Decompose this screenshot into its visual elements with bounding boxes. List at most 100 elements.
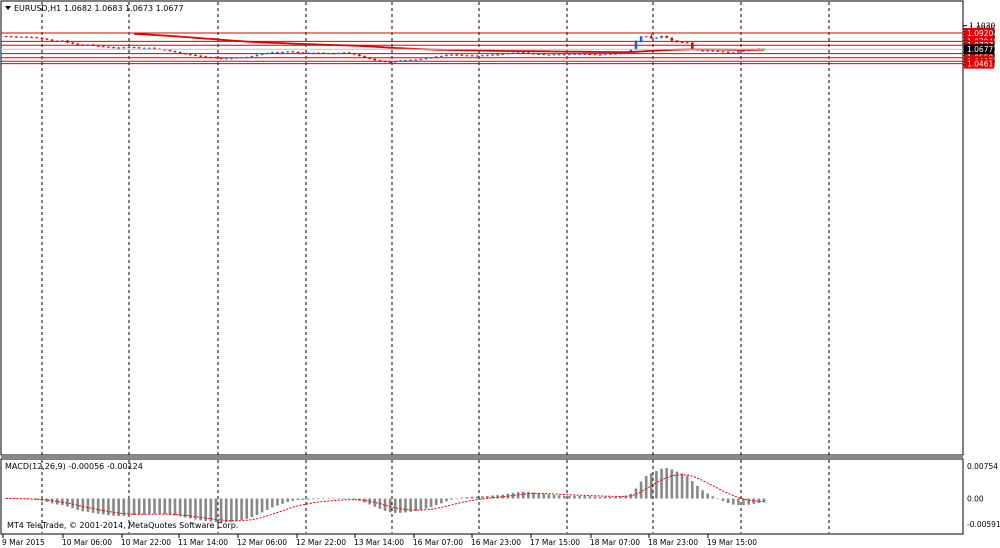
candle-body [296,51,300,53]
macd-bar [726,498,730,504]
candle-body [557,54,561,56]
current-price-label: 1.0677 [967,45,993,54]
macd-tick-label: 0.00 [967,495,984,504]
candle-body [665,36,668,38]
macd-bar [132,498,136,515]
macd-bar [706,493,709,499]
macd-bar [660,468,663,499]
candle-body [434,56,438,58]
moving-average-line [133,32,764,53]
candle-body [142,47,146,49]
macd-bar [711,496,715,499]
candle-body [475,55,479,57]
candle-body [81,44,85,46]
macd-bar [352,498,356,500]
candle-body [424,58,428,60]
macd-bar [619,496,622,499]
candle-body [742,50,745,52]
candle-body [127,47,131,49]
candle-body [373,58,377,61]
macd-bar [573,495,576,499]
candle-body [388,61,392,63]
macd-bar [86,498,90,512]
candle-body [163,49,167,51]
candle-body [404,60,407,62]
time-axis[interactable]: 9 Mar 2015 10 Mar 06:00 10 Mar 22:00 11 Mar… [2,534,757,547]
candle-body [414,59,418,61]
macd-bar [342,498,346,500]
candle-body [96,45,100,47]
macd-tick-label: -0.00591 [967,520,1000,529]
candle-body [629,49,633,52]
macd-bar [363,498,366,503]
macd-bar [183,498,187,518]
macd-bar [737,498,740,506]
candle-body [194,54,197,56]
candle-body [603,53,607,55]
macd-bar [424,498,428,509]
macd-bar [527,491,530,499]
macd-bar [137,498,141,515]
macd-bar [235,498,238,522]
candle-body [219,58,223,60]
macd-bar [716,498,720,500]
candle-body [552,54,556,56]
candle-body [117,47,120,49]
macd-bar [301,498,305,500]
candle-body [91,44,95,46]
candle-body [650,36,653,39]
macd-bar [255,498,259,515]
candle-body [737,51,740,53]
macd-bar [230,498,233,523]
macd-bar [245,498,249,519]
macd-bar [552,494,556,499]
candle-body [107,46,110,48]
candle-body [352,53,356,55]
macd-bar [173,498,177,516]
candle-body [440,55,443,57]
candle-body [583,53,587,55]
x-tick-label: 16 Mar 07:00 [413,538,463,547]
macd-bar [562,495,566,499]
candle-body [260,53,264,55]
macd-bar [460,497,464,499]
candle-body [342,52,346,54]
candle-body [614,53,617,55]
macd-bar [516,492,520,499]
candle-body [178,52,182,54]
macd-bar [66,498,69,507]
candle-body [716,50,720,52]
candle-body [481,55,484,57]
candle-body [30,36,33,38]
macd-bar [240,498,243,520]
macd-bar [281,498,284,504]
candle-body [276,52,279,54]
macd-bar [265,498,269,510]
macd-bar [491,495,494,499]
macd-bar [701,490,704,499]
candle-body [521,52,525,54]
candle-body [35,37,39,39]
macd-bar [419,498,423,510]
candle-body [76,43,80,45]
macd-bar [153,498,156,514]
candle-body [660,36,663,38]
macd-bar [511,492,515,499]
macd-bar [644,476,648,499]
candle-body [235,57,238,59]
dropdown-triangle-icon[interactable] [5,6,11,10]
macd-bar [311,498,315,500]
panel-separator[interactable] [1,455,963,459]
macd-bar [148,498,151,514]
macd-bar [178,498,182,517]
macd-bar [112,498,115,516]
macd-bar [598,497,602,499]
horizontal-levels [1,32,963,65]
candle-body [245,57,249,59]
candle-body [619,53,622,55]
candle-body [281,52,284,54]
macd-bar [388,498,392,513]
candle-body [562,54,566,56]
macd-bar [373,498,377,507]
